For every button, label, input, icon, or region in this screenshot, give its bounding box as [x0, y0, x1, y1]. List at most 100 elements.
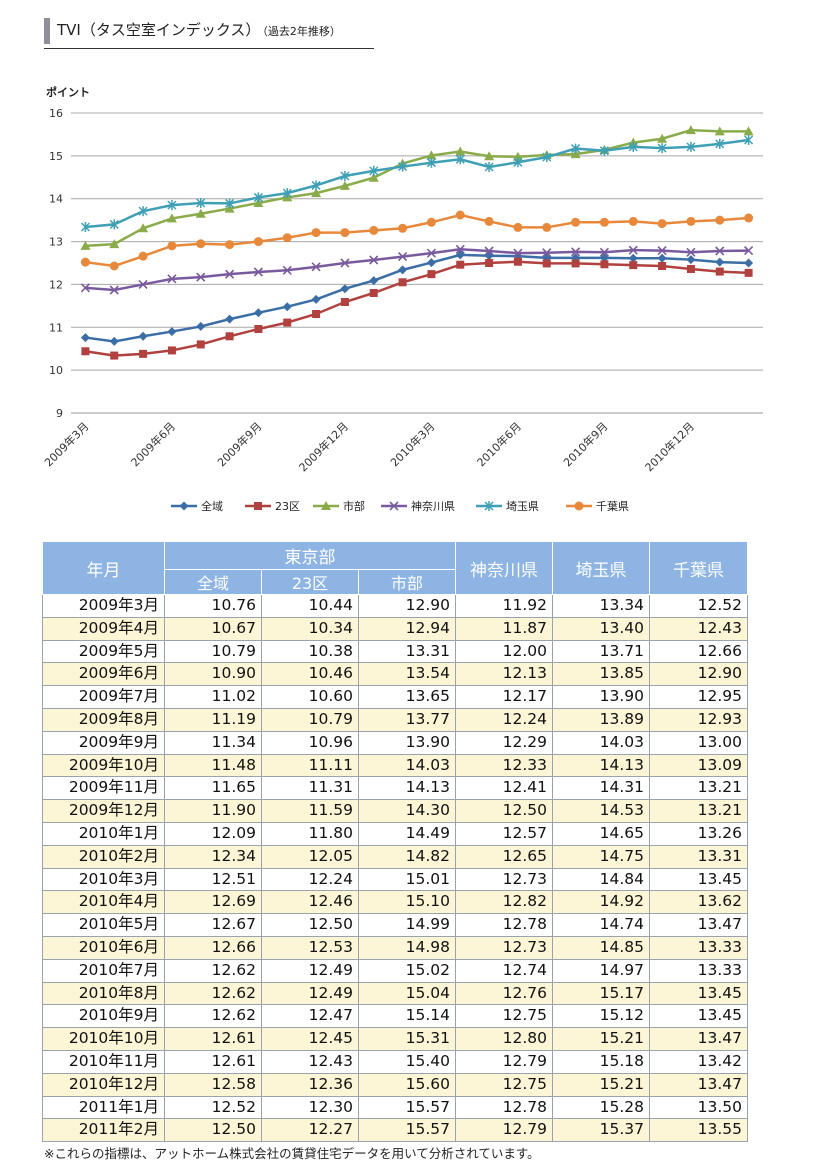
table-row: 2009年7月 11.02 10.60 13.65 12.17 13.90 12.95 — [42, 685, 749, 709]
data-point — [369, 276, 379, 286]
table-row: 2010年2月 12.34 12.05 14.82 12.65 14.75 13.31 — [42, 844, 749, 869]
cell-saitama: 15.18 — [552, 1049, 651, 1074]
cell-23ku: 12.43 — [261, 1049, 359, 1074]
table-row: 2010年10月 12.61 12.45 15.31 12.80 15.21 13.47 — [42, 1027, 749, 1051]
cell-chiba: 13.62 — [649, 890, 749, 915]
data-point — [311, 294, 321, 304]
cell-kanagawa: 12.74 — [455, 958, 554, 983]
cell-all: 11.48 — [164, 753, 262, 778]
series-line-4 — [85, 138, 749, 229]
legend-marker — [484, 501, 494, 511]
data-point — [80, 257, 90, 267]
cell-all: 10.90 — [164, 662, 262, 687]
data-point — [455, 154, 465, 165]
cell-month: 2010年10月 — [42, 1027, 165, 1051]
cell-month: 2009年3月 — [42, 594, 165, 618]
cell-month: 2009年7月 — [42, 685, 165, 709]
cell-23ku: 12.47 — [261, 1004, 359, 1029]
data-point — [484, 246, 494, 256]
data-point — [167, 274, 177, 284]
cell-kanagawa: 12.73 — [455, 935, 554, 960]
footnote: ※これらの指標は、アットホーム株式会社の賃貸住宅データを用いて分析されています。 — [44, 1146, 540, 1161]
cell-chiba: 12.66 — [649, 639, 749, 664]
data-point — [369, 289, 378, 297]
series-line-3 — [85, 248, 749, 292]
data-point — [571, 247, 581, 257]
data-point — [80, 283, 90, 293]
data-point — [340, 228, 350, 238]
data-point — [714, 126, 725, 136]
data-point — [657, 143, 667, 154]
cell-chiba: 13.31 — [649, 844, 749, 869]
data-point — [138, 251, 148, 261]
legend-marker — [179, 501, 189, 511]
cell-23ku: 12.45 — [261, 1027, 359, 1051]
cell-kanagawa: 12.24 — [455, 707, 554, 732]
cell-saitama: 14.31 — [552, 776, 651, 801]
y-tick-label: 9 — [56, 407, 63, 420]
data-point — [398, 161, 408, 172]
cell-month: 2010年5月 — [42, 913, 165, 937]
cell-city: 12.94 — [357, 616, 457, 641]
cell-chiba: 12.93 — [649, 707, 749, 732]
cell-kanagawa: 12.29 — [455, 730, 554, 755]
cell-month: 2010年1月 — [42, 821, 165, 846]
cell-saitama: 14.75 — [552, 844, 651, 869]
cell-month: 2009年4月 — [42, 616, 165, 641]
data-point — [254, 325, 263, 333]
cell-saitama: 13.90 — [552, 685, 651, 709]
cell-kanagawa: 12.00 — [455, 639, 554, 664]
cell-23ku: 12.24 — [261, 867, 359, 892]
y-tick-label: 16 — [49, 107, 63, 120]
data-point — [311, 180, 321, 191]
data-point — [542, 222, 552, 232]
cell-month: 2010年9月 — [42, 1004, 165, 1029]
header-city: 市部 — [357, 569, 457, 595]
cell-all: 12.51 — [164, 867, 262, 892]
y-tick-label: 15 — [49, 150, 63, 163]
data-point — [369, 255, 379, 265]
cell-city: 14.98 — [357, 935, 457, 960]
header-month: 年月 — [42, 541, 165, 595]
cell-23ku: 10.34 — [261, 616, 359, 641]
cell-all: 12.09 — [164, 821, 262, 846]
cell-city: 15.60 — [357, 1072, 457, 1097]
data-point — [196, 272, 206, 282]
cell-saitama: 15.21 — [552, 1027, 651, 1051]
data-point — [138, 223, 149, 233]
data-point — [253, 308, 263, 318]
cell-all: 11.02 — [164, 685, 262, 709]
cell-all: 12.62 — [164, 981, 262, 1006]
data-point — [715, 138, 725, 149]
data-point — [658, 262, 667, 270]
data-point — [456, 260, 465, 269]
data-point — [715, 246, 725, 256]
series-line-1 — [85, 260, 749, 357]
cell-city: 12.90 — [357, 594, 457, 618]
cell-kanagawa: 12.65 — [455, 844, 554, 869]
data-point — [312, 310, 321, 318]
data-point — [339, 180, 350, 190]
cell-saitama: 14.74 — [552, 913, 651, 937]
data-point — [253, 237, 263, 247]
data-point — [283, 318, 292, 327]
cell-kanagawa: 12.50 — [455, 799, 554, 823]
cell-city: 15.14 — [357, 1004, 457, 1029]
cell-chiba: 13.45 — [649, 867, 749, 892]
cell-saitama: 14.84 — [552, 867, 651, 892]
data-point — [398, 223, 408, 233]
cell-month: 2010年2月 — [42, 844, 165, 869]
cell-all: 12.62 — [164, 958, 262, 983]
cell-month: 2009年5月 — [42, 639, 165, 664]
data-point — [685, 125, 696, 135]
data-point — [139, 349, 148, 358]
data-point — [369, 165, 379, 176]
cell-chiba: 13.26 — [649, 821, 749, 846]
data-point — [282, 188, 292, 199]
cell-month: 2010年7月 — [42, 958, 165, 983]
cell-kanagawa: 12.79 — [455, 1049, 554, 1074]
cell-saitama: 13.34 — [552, 594, 651, 618]
cell-saitama: 15.37 — [552, 1118, 651, 1143]
data-point — [426, 217, 436, 227]
data-point — [109, 336, 119, 346]
